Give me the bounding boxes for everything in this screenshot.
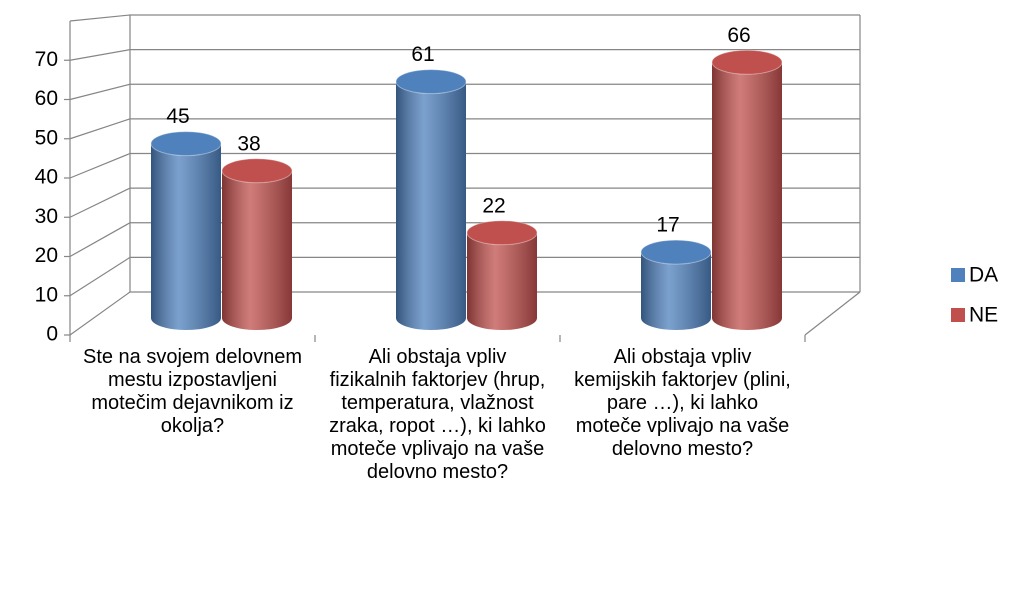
bar-top: [711, 49, 783, 75]
bar-shade: [151, 143, 221, 330]
x-tick-label: Ste na svojem delovnem mestu izpostavlje…: [82, 346, 302, 437]
legend-label: NE: [969, 304, 998, 327]
grid-line: [69, 49, 860, 61]
grid-line: [69, 222, 860, 258]
bar-shade: [467, 232, 537, 330]
bar-top: [640, 239, 712, 265]
x-tick-label: Ali obstaja vpliv fizikalnih faktorjev (…: [329, 346, 546, 483]
legend-swatch: [951, 308, 965, 322]
bar-shade: [641, 252, 711, 330]
grid-line: [69, 187, 860, 218]
y-tick-label: 30: [35, 205, 58, 228]
wall-left-top: [69, 14, 131, 22]
value-label: 22: [482, 194, 505, 217]
grid-line: [69, 256, 860, 297]
value-label: 61: [411, 43, 434, 66]
value-label: 17: [656, 214, 679, 237]
value-label: 66: [727, 24, 750, 47]
bar-shade: [222, 170, 292, 330]
bar-shade: [396, 81, 466, 330]
bar-top: [150, 131, 222, 157]
bar-top: [466, 220, 538, 246]
value-label: 38: [237, 132, 260, 155]
bar-shade: [712, 62, 782, 330]
bar-top: [395, 69, 467, 95]
value-label: 45: [166, 105, 189, 128]
y-tick-label: 60: [35, 87, 58, 110]
grid-line: [69, 291, 860, 336]
bar-top: [221, 158, 293, 184]
legend-label: DA: [969, 264, 998, 287]
y-tick-label: 10: [35, 283, 58, 306]
floor-right: [804, 291, 861, 336]
y-tick-label: 40: [35, 166, 58, 189]
legend-swatch: [951, 268, 965, 282]
x-tick-label: Ali obstaja vpliv kemijskih faktorjev (p…: [574, 346, 791, 460]
grid-line: [69, 118, 860, 140]
grid-line: [69, 152, 860, 179]
y-tick-label: 20: [35, 244, 58, 267]
y-tick-label: 70: [35, 48, 58, 71]
y-tick-label: 50: [35, 126, 58, 149]
grid-line: [69, 83, 860, 101]
y-tick-label: 0: [46, 323, 58, 346]
